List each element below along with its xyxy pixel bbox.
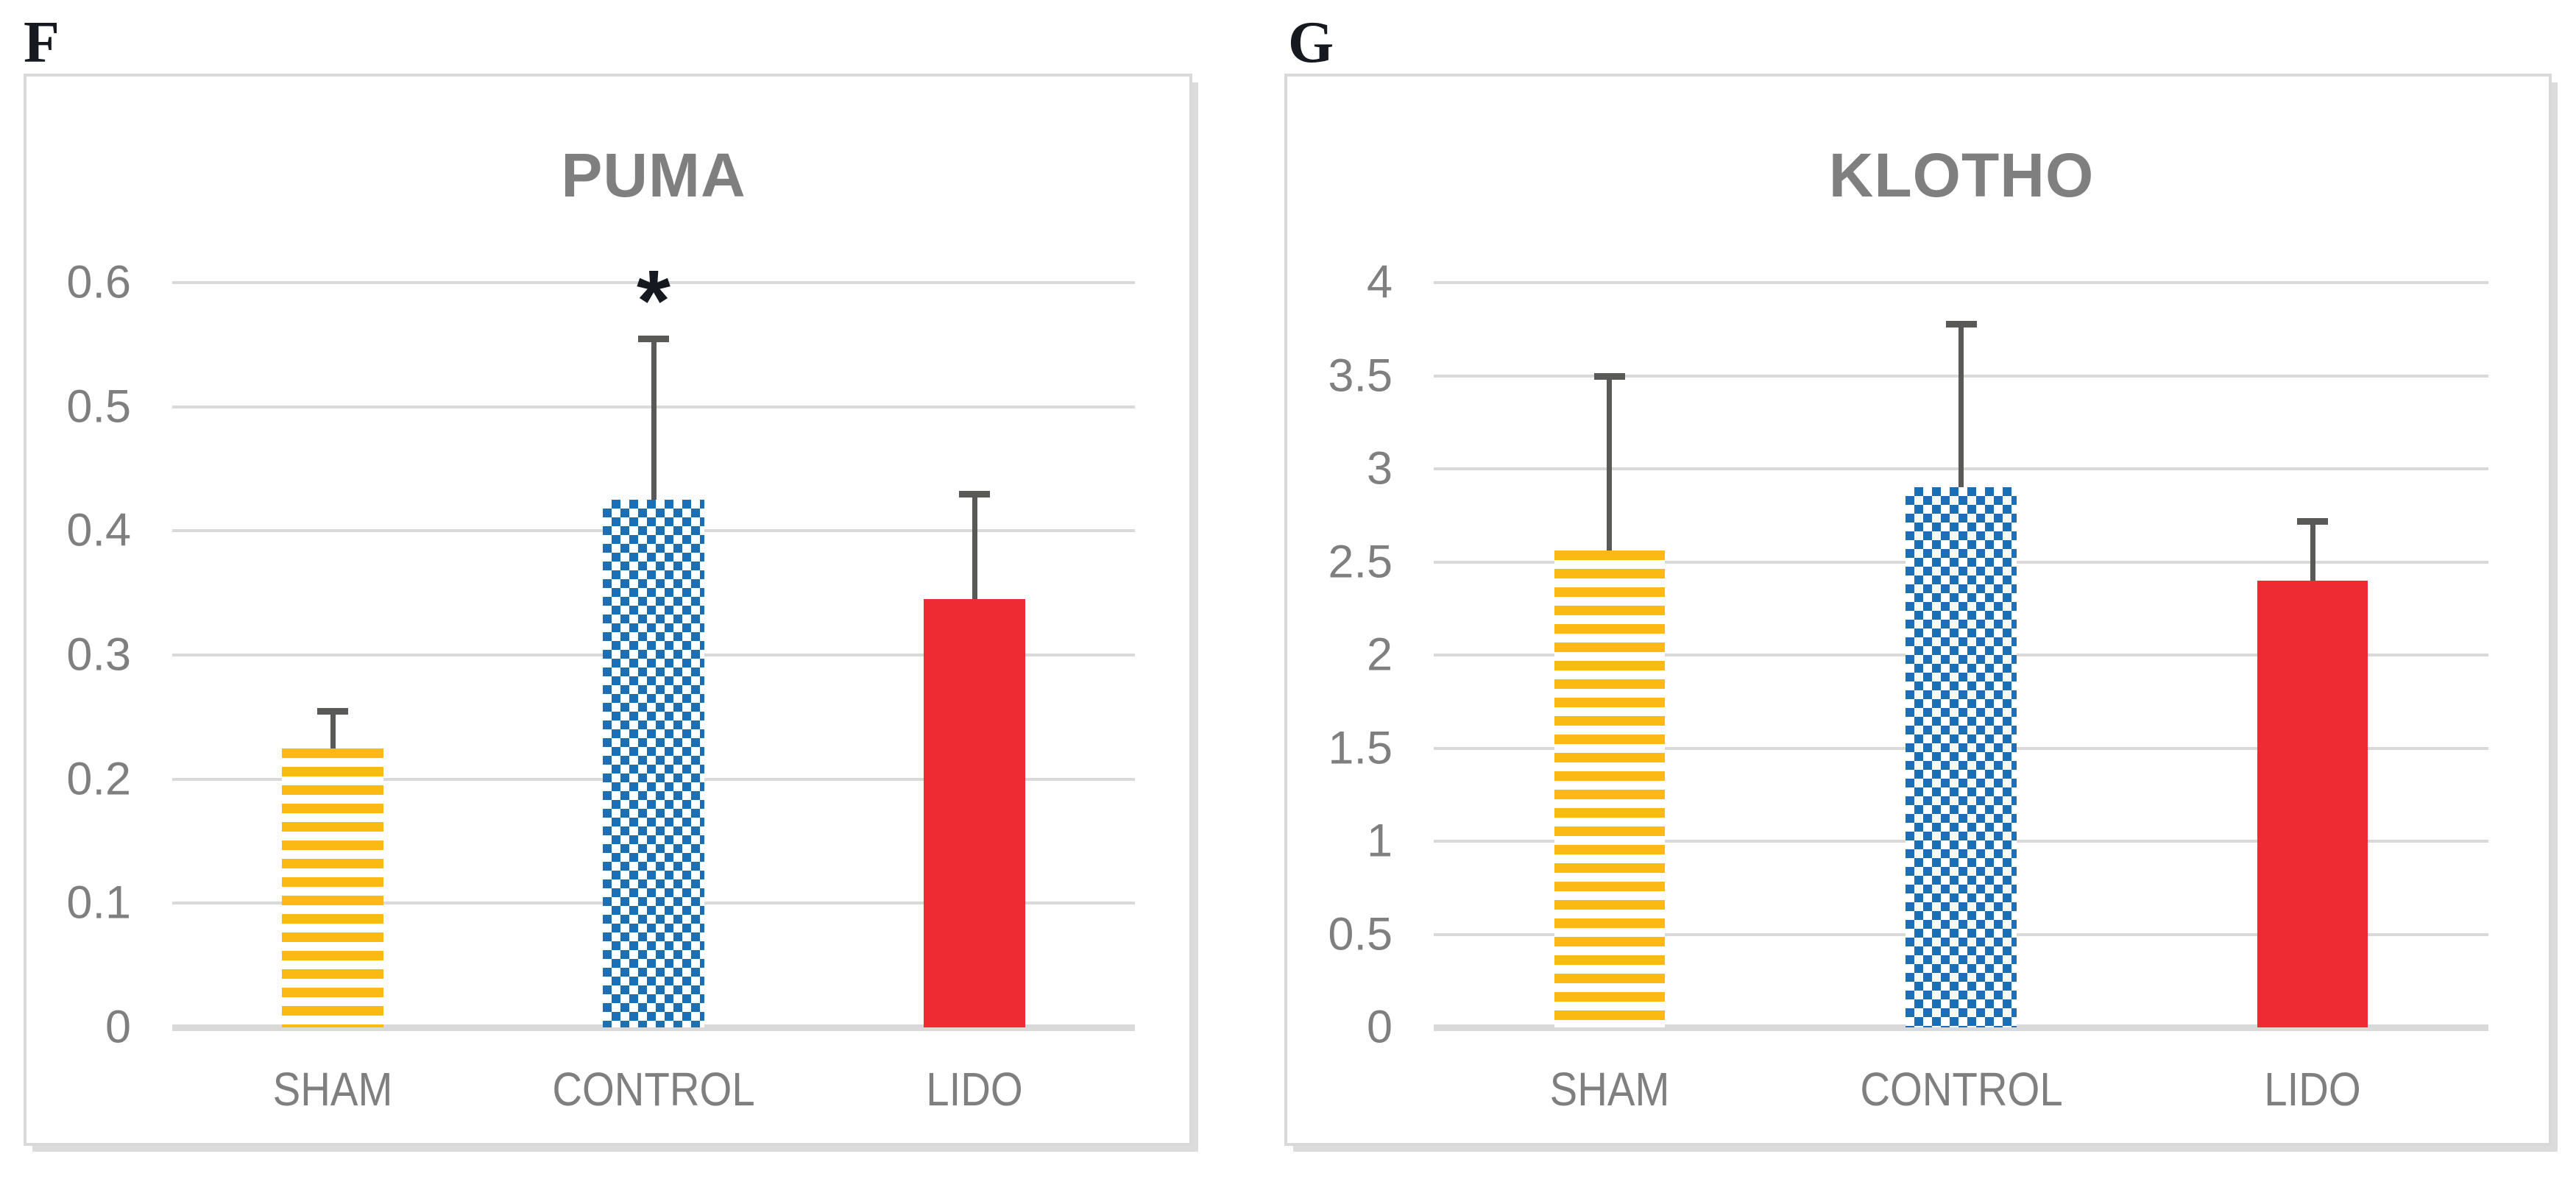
error-bar-control <box>651 338 657 500</box>
chart-box-klotho: KLOTHO 0 0.5 1 1.5 2 2.5 3 3.5 4 SHAM CONTROL LIDO <box>1284 74 2552 1146</box>
y-tick-label: 0.5 <box>1328 908 1393 960</box>
y-tick-label: 0.1 <box>66 877 131 929</box>
x-category-label: SHAM <box>272 1063 393 1116</box>
significance-asterisk: * <box>637 252 670 350</box>
error-bar-cap-sham <box>1593 372 1625 380</box>
bar-control <box>1906 487 2017 1027</box>
y-tick-label: 3 <box>1366 442 1393 495</box>
error-bar-cap-sham <box>317 707 348 715</box>
error-bar-cap-control <box>1945 320 1977 328</box>
y-tick-label: 1.5 <box>1328 722 1393 773</box>
error-bar-cap-lido <box>959 490 990 498</box>
gridline <box>1434 281 2488 284</box>
bar-lido <box>924 599 1025 1027</box>
bar-sham <box>282 748 383 1027</box>
chart-box-puma: PUMA 0 0.1 0.2 0.3 0.4 0.5 0.6 SHAM CONTROL LIDO * <box>24 74 1192 1146</box>
error-bar-lido <box>972 493 977 600</box>
x-category-label: LIDO <box>926 1063 1023 1116</box>
bar-control <box>603 500 704 1027</box>
bar-lido <box>2257 580 2368 1027</box>
y-tick-label: 3.5 <box>1328 350 1393 401</box>
x-category-label: CONTROL <box>1859 1063 2063 1116</box>
y-tick-label: 0.4 <box>66 504 131 556</box>
y-tick-label: 4 <box>1366 256 1393 308</box>
gridline <box>172 281 1135 284</box>
plot-area: 0 0.5 1 1.5 2 2.5 3 3.5 4 SHAM CONTROL LIDO <box>1328 259 2488 1113</box>
x-category-label: LIDO <box>2264 1063 2361 1116</box>
error-bar-lido <box>2310 520 2315 581</box>
y-tick-label: 2 <box>1366 629 1393 681</box>
y-tick-label: 0 <box>105 1001 131 1053</box>
error-bar-control <box>1958 323 1964 488</box>
error-bar-sham <box>1607 375 1613 551</box>
error-bar-cap-control <box>638 335 669 342</box>
chart-title: PUMA <box>561 141 746 210</box>
x-axis-line <box>1434 1024 2488 1031</box>
y-tick-label: 0.2 <box>66 753 131 805</box>
x-category-label: CONTROL <box>552 1063 755 1116</box>
x-category-label: SHAM <box>1549 1063 1670 1116</box>
error-bar-cap-lido <box>2297 517 2329 525</box>
y-tick-label: 0.6 <box>66 256 131 308</box>
bar-sham <box>1554 550 1666 1027</box>
panel-letter-g: G <box>1288 10 1334 75</box>
plot-area: 0 0.1 0.2 0.3 0.4 0.5 0.6 SHAM CONTROL LIDO * <box>66 258 1135 1113</box>
y-tick-label: 1 <box>1366 815 1393 867</box>
y-tick-label: 2.5 <box>1328 536 1393 587</box>
y-tick-label: 0.3 <box>66 629 131 681</box>
y-tick-label: 0.5 <box>66 380 131 433</box>
error-bar-sham <box>330 710 336 748</box>
chart-title: KLOTHO <box>1828 141 2095 210</box>
y-tick-label: 0 <box>1366 1001 1393 1053</box>
panel-letter-f: F <box>24 10 60 75</box>
x-axis-line <box>172 1024 1135 1031</box>
